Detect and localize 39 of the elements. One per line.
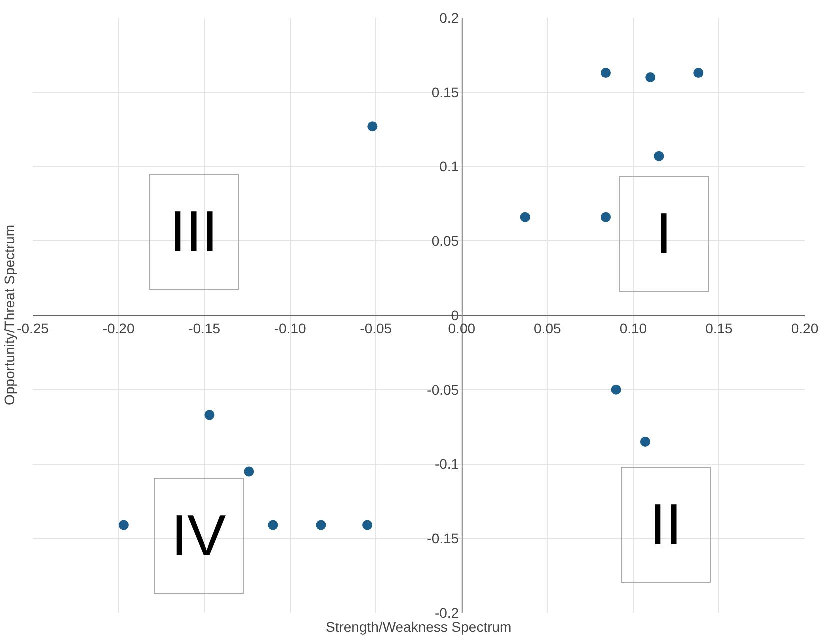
y-tick-label: 0.2 [440,10,460,26]
point [244,466,254,477]
point [611,384,622,395]
point [520,212,530,222]
x-tick-label: 0.20 [791,320,819,336]
x-tick-label: -0.10 [274,320,306,336]
point [368,122,378,132]
y-tick-label: -0.05 [427,382,460,398]
x-tick-label: -0.05 [360,320,392,336]
y-tick-label: -0.2 [434,604,460,621]
x-tick-label: 0.00 [448,320,476,336]
y-tick-label: -0.15 [427,530,460,547]
x-tick-label: 0.15 [706,320,734,336]
y-tick-label: 0.1 [440,158,460,175]
annotation: I [656,202,672,266]
y-tick-label: 0.05 [432,233,460,250]
point [601,212,611,222]
x-tick-label: -0.20 [102,320,135,336]
x-tick-label: 0.05 [534,320,562,336]
point [204,410,215,420]
annotation: IV [171,504,227,568]
annotation: II [650,492,682,558]
y-tick-label: 0.15 [432,84,460,100]
point [640,436,650,447]
point [268,520,278,530]
x-tick-label: -0.25 [17,320,50,336]
x-tick-label: 0.10 [620,320,648,336]
point [654,151,664,162]
point [362,520,373,530]
x-tick-label: -0.15 [188,320,221,336]
y-tick-label: -0.1 [434,456,460,472]
annotation: III [170,200,218,264]
y-axis-title: Opportunity/Threat Spectrum [2,224,18,406]
point [118,520,129,530]
point [694,68,704,78]
point [601,68,611,78]
point [646,72,656,82]
x-axis-title: Strength/Weakness Spectrum [326,619,512,635]
point [316,520,326,530]
